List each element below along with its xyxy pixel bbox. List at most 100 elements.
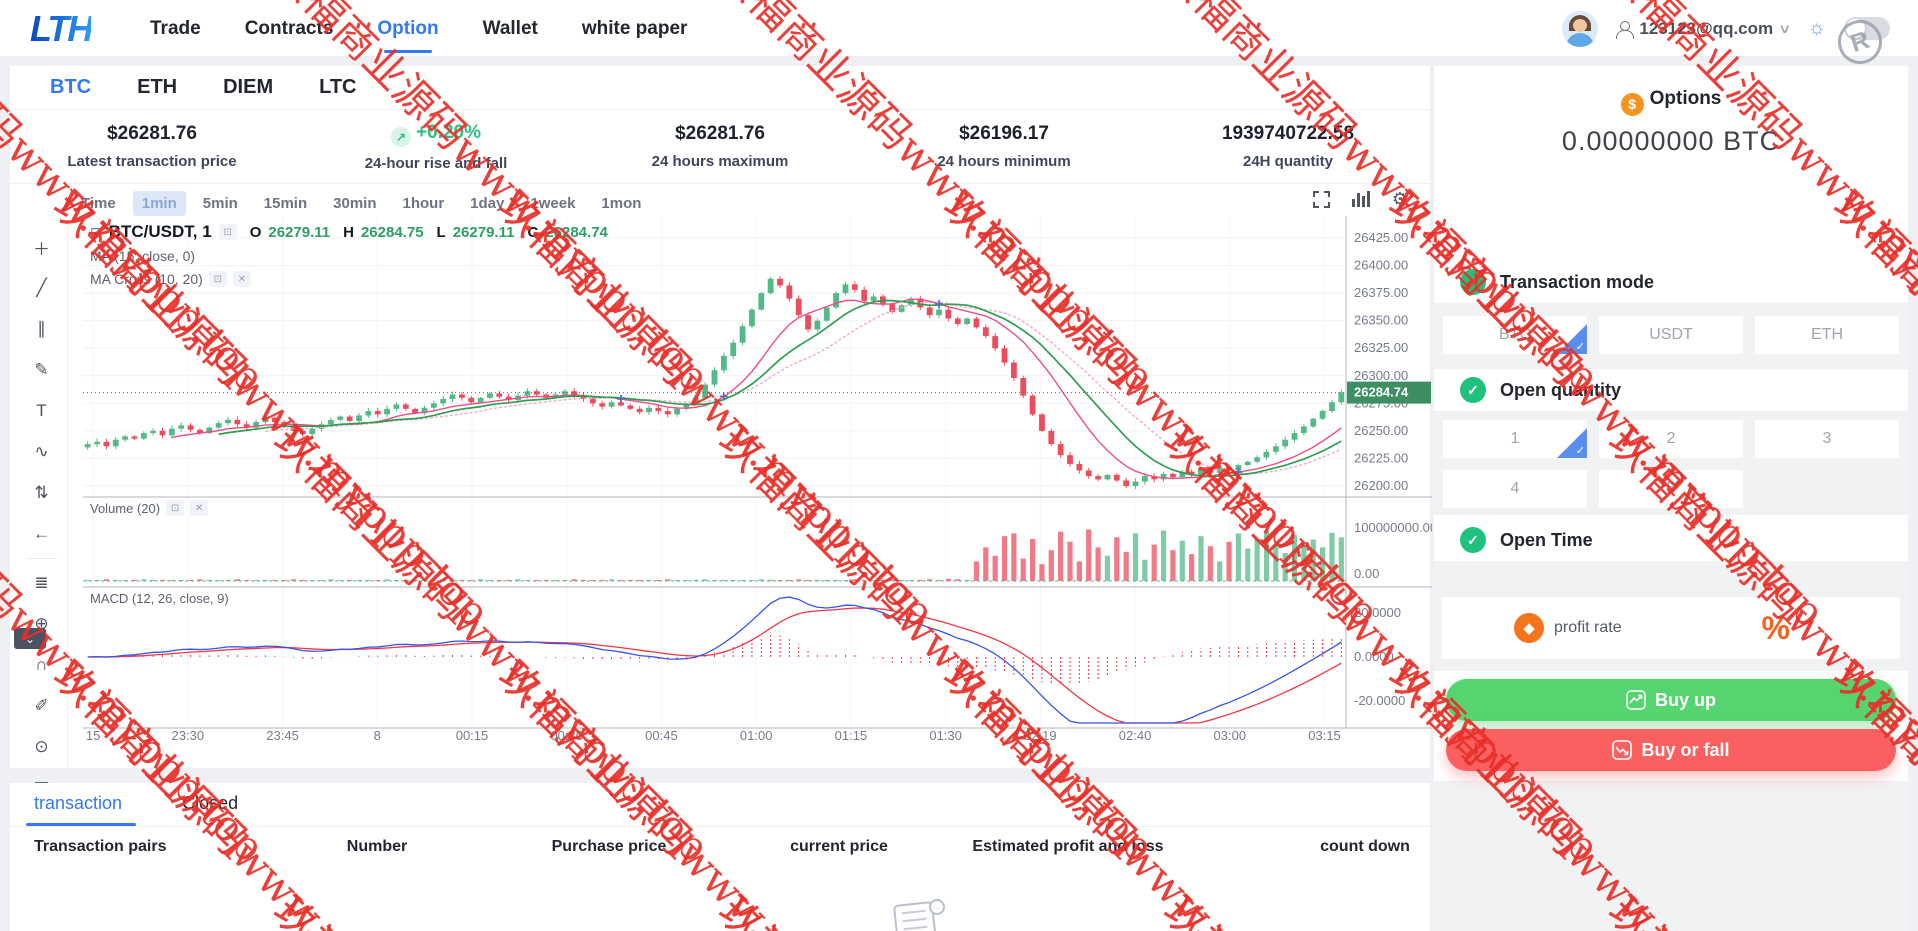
buy-fall-button[interactable]: Buy or fall: [1446, 729, 1896, 771]
toolbar-collapse-button[interactable]: ⌄: [14, 628, 46, 649]
stat-value: $26281.76: [675, 123, 765, 144]
text-tool[interactable]: T: [36, 401, 47, 420]
theme-sun-icon[interactable]: ☼: [1807, 17, 1826, 39]
back-arrow-tool[interactable]: ←: [33, 524, 50, 543]
position-tool[interactable]: ⇅: [34, 483, 49, 502]
interval-5min[interactable]: 5min: [202, 194, 238, 212]
nav-item-trade[interactable]: Trade: [150, 17, 201, 39]
pattern-tool[interactable]: ∿: [34, 442, 49, 461]
order-tab-closed[interactable]: Closed: [182, 793, 239, 813]
coin-tab-btc[interactable]: BTC: [50, 76, 92, 98]
indicators-icon[interactable]: [1351, 191, 1370, 207]
low-label: L: [436, 223, 446, 241]
svg-text:02:40: 02:40: [1119, 728, 1152, 743]
panel-title: $ Options: [1434, 88, 1908, 116]
interval-1mon[interactable]: 1mon: [601, 194, 642, 212]
drawing-toolbar: ＋╱∥✎T∿⇅←≣⊕∩✐⊙◫: [16, 224, 68, 797]
interval-time[interactable]: Time: [81, 194, 116, 212]
logo[interactable]: LTH: [30, 8, 93, 49]
orders-column-0: Transaction pairs: [34, 838, 167, 855]
nav-item-option[interactable]: Option: [377, 0, 439, 57]
stats-row: $26281.76 Latest transaction price ↗ +0.20%…: [10, 110, 1430, 184]
lock-tool[interactable]: ⊙: [34, 737, 49, 756]
quantity-option-5[interactable]: 5: [1598, 469, 1744, 509]
stat-label: 24H quantity: [1242, 153, 1333, 170]
stat-label: 24 hours maximum: [651, 153, 789, 170]
theme-toggle[interactable]: [1844, 17, 1890, 40]
volume-close-icon[interactable]: ✕: [190, 500, 209, 516]
mode-option-eth[interactable]: ETH: [1754, 315, 1900, 355]
price-chart[interactable]: + + + +26425.00 26400.00 26375.00 26350.00 2632…: [83, 216, 1432, 744]
svg-text:00:30: 00:30: [550, 728, 583, 743]
open-value: 26279.11: [268, 223, 331, 241]
panel-title-text: Options: [1649, 88, 1722, 109]
svg-text:26400.00: 26400.00: [1354, 258, 1408, 273]
gem-icon: ◆: [1514, 613, 1544, 643]
toggle-knob: [1846, 19, 1865, 38]
interval-15min[interactable]: 15min: [263, 194, 308, 212]
quantity-option-4[interactable]: 4: [1442, 469, 1588, 509]
option-label: 3: [1822, 430, 1832, 447]
mode-option-btc[interactable]: BTC ✓: [1442, 315, 1588, 355]
mode-option-usdt[interactable]: USDT: [1598, 315, 1744, 355]
macd-pane-label: MACD (12, 26, close, 9): [90, 591, 229, 606]
chart-header-icons: ⚙: [1312, 189, 1408, 209]
order-tab-transaction[interactable]: transaction: [34, 793, 123, 813]
legend-collapse-icon[interactable]: ⊟: [90, 223, 102, 240]
svg-text:26250.00: 26250.00: [1354, 423, 1408, 438]
interval-1day[interactable]: 1day: [470, 194, 505, 212]
trendline-tool[interactable]: ╱: [36, 278, 47, 297]
macd-label: MACD (12, 26, close, 9): [90, 591, 229, 606]
svg-text:26350.00: 26350.00: [1354, 313, 1408, 328]
quantity-options: 1 ✓ 2 3 4 5: [1442, 419, 1902, 509]
svg-text:26425.00: 26425.00: [1354, 230, 1408, 245]
gear-icon[interactable]: ⚙: [1391, 189, 1408, 209]
mode-options: BTC ✓ USDT ETH: [1442, 315, 1902, 355]
ma-cross-close-icon[interactable]: ✕: [232, 271, 251, 287]
nav-item-contracts[interactable]: Contracts: [244, 17, 334, 39]
ma-cross-label: MA Cross (10, 20): [90, 271, 203, 287]
parallel-channel-tool[interactable]: ∥: [37, 319, 46, 338]
high-label: H: [343, 223, 354, 241]
orders-header-row: Transaction pairs Number Purchase price cur…: [10, 838, 1430, 866]
svg-text:02:19: 02:19: [1024, 728, 1057, 743]
svg-text:23:30: 23:30: [172, 728, 205, 743]
edit-tool[interactable]: ✐: [34, 696, 49, 715]
top-nav: LTH Trade Contracts Option Wallet white pape…: [0, 0, 1918, 57]
buy-up-button[interactable]: Buy up: [1446, 679, 1896, 721]
interval-1min[interactable]: 1min: [132, 190, 186, 216]
nav-item-white-paper[interactable]: white paper: [581, 17, 688, 39]
brush-tool[interactable]: ✎: [34, 360, 49, 379]
quantity-option-1[interactable]: 1 ✓: [1442, 419, 1588, 459]
bar-pattern-tool[interactable]: ≣: [34, 573, 49, 592]
coin-tab-diem[interactable]: DIEM: [223, 76, 274, 98]
support-avatar[interactable]: [1562, 10, 1599, 47]
quantity-option-2[interactable]: 2: [1598, 419, 1744, 459]
low-value: 26279.11: [452, 223, 515, 241]
coin-tab-eth[interactable]: ETH: [137, 76, 178, 98]
nav-item-wallet[interactable]: Wallet: [482, 17, 538, 39]
crosshair-tool[interactable]: ＋: [33, 239, 50, 259]
user-icon: [1616, 20, 1635, 39]
svg-text:00:45: 00:45: [645, 728, 678, 743]
magnet-tool[interactable]: ∩: [35, 655, 48, 674]
user-menu[interactable]: 123123@qq.com ∨: [1616, 19, 1792, 39]
legend-settings-icon[interactable]: ⊡: [218, 224, 237, 240]
interval-1week[interactable]: 1week: [530, 194, 576, 212]
interval-30min[interactable]: 30min: [333, 194, 377, 212]
option-label: 5: [1666, 480, 1676, 497]
chart-legend: ⊟ BTC/USDT, 1 ⊡ O 26279.11 H 26284.75 L …: [90, 222, 608, 242]
fullscreen-icon[interactable]: [1312, 190, 1330, 208]
svg-text:-20.0000: -20.0000: [1354, 693, 1405, 708]
volume-settings-icon[interactable]: ⊡: [166, 500, 185, 516]
coin-tab-ltc[interactable]: LTC: [319, 76, 357, 98]
selected-check-icon: ✓: [1575, 445, 1585, 457]
avatar-body: [1566, 32, 1595, 47]
volume-label: Volume (20): [90, 500, 161, 516]
interval-1hour[interactable]: 1hour: [402, 194, 445, 212]
buy-up-label: Buy up: [1655, 689, 1716, 710]
ma-cross-settings-icon[interactable]: ⊡: [208, 271, 227, 287]
quantity-option-3[interactable]: 3: [1754, 419, 1900, 459]
selected-check-icon: ✓: [1575, 341, 1585, 353]
